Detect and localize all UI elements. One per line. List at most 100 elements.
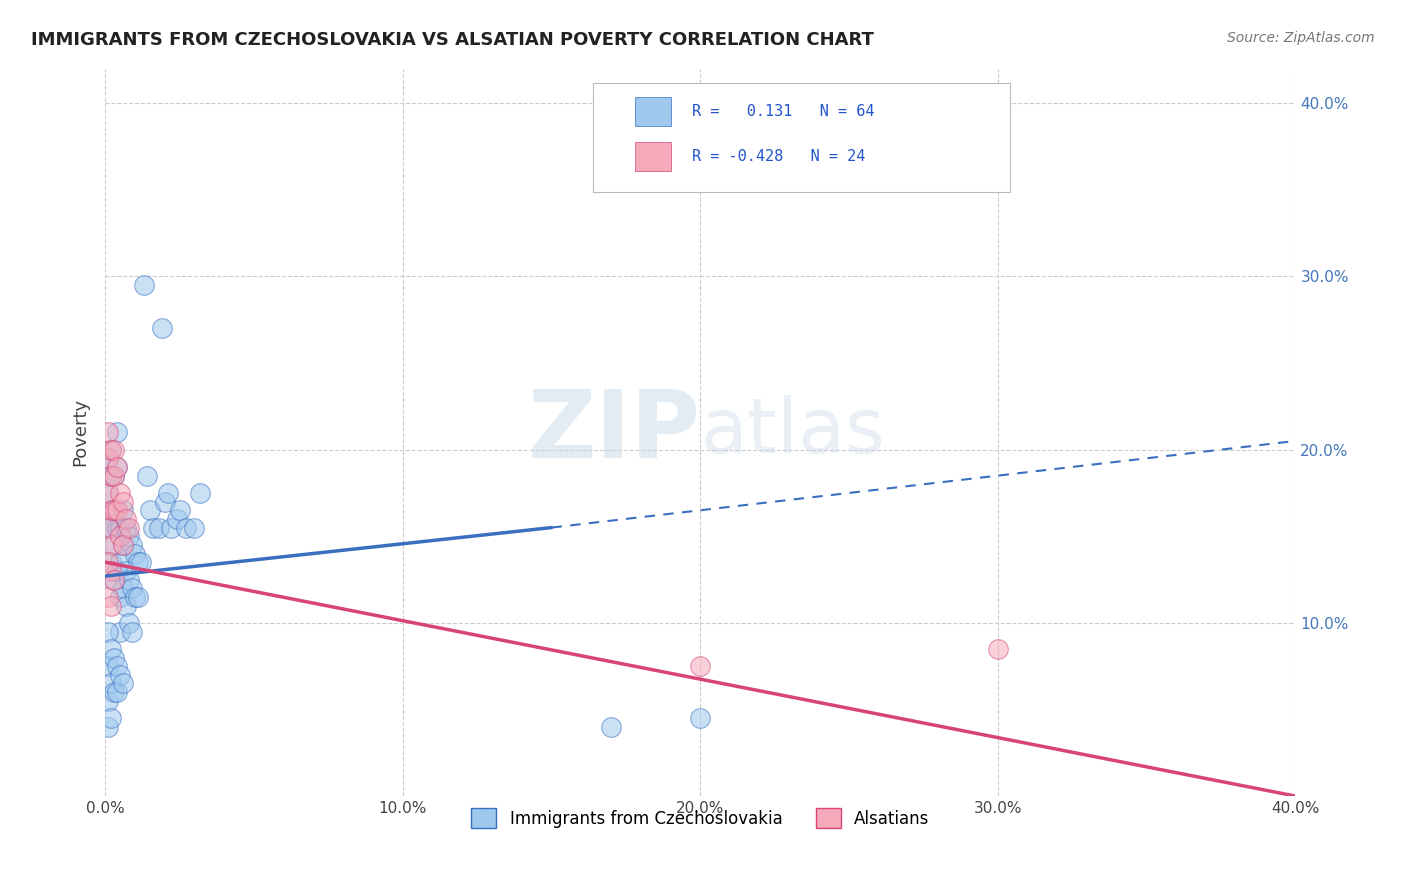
Point bbox=[100, 468, 122, 483]
FancyBboxPatch shape bbox=[593, 83, 1010, 192]
Point bbox=[132, 278, 155, 293]
Point bbox=[124, 547, 146, 561]
Point bbox=[190, 486, 212, 500]
Point bbox=[169, 503, 191, 517]
Point bbox=[97, 624, 120, 639]
Point bbox=[100, 599, 122, 613]
Point bbox=[103, 442, 125, 457]
Point bbox=[97, 486, 120, 500]
Point bbox=[115, 599, 138, 613]
Point bbox=[100, 442, 122, 457]
Point bbox=[105, 459, 128, 474]
Point bbox=[97, 555, 120, 569]
Point bbox=[166, 512, 188, 526]
Point bbox=[112, 581, 135, 595]
Point bbox=[129, 555, 152, 569]
Point bbox=[103, 573, 125, 587]
Point bbox=[105, 564, 128, 578]
Point bbox=[100, 520, 122, 534]
Text: atlas: atlas bbox=[700, 395, 886, 469]
Point bbox=[108, 668, 131, 682]
Point bbox=[108, 555, 131, 569]
Text: R = -0.428   N = 24: R = -0.428 N = 24 bbox=[692, 149, 865, 164]
Point bbox=[112, 538, 135, 552]
Point bbox=[97, 694, 120, 708]
Point bbox=[689, 659, 711, 673]
Point bbox=[103, 573, 125, 587]
Point bbox=[159, 520, 181, 534]
Point bbox=[112, 503, 135, 517]
Point bbox=[156, 486, 179, 500]
Point bbox=[118, 520, 141, 534]
Point bbox=[115, 512, 138, 526]
Point bbox=[121, 624, 143, 639]
Point bbox=[97, 520, 120, 534]
Point bbox=[100, 676, 122, 690]
Point bbox=[105, 459, 128, 474]
Point bbox=[108, 624, 131, 639]
Text: R =   0.131   N = 64: R = 0.131 N = 64 bbox=[692, 104, 875, 120]
Point bbox=[103, 503, 125, 517]
Point bbox=[135, 468, 157, 483]
Point bbox=[103, 503, 125, 517]
Point bbox=[118, 573, 141, 587]
Point bbox=[97, 425, 120, 440]
Point bbox=[153, 494, 176, 508]
Point bbox=[97, 590, 120, 604]
Point bbox=[108, 529, 131, 543]
Point bbox=[105, 659, 128, 673]
Point bbox=[112, 676, 135, 690]
Point bbox=[148, 520, 170, 534]
Point bbox=[121, 581, 143, 595]
Point bbox=[97, 720, 120, 734]
Point bbox=[100, 564, 122, 578]
Text: Source: ZipAtlas.com: Source: ZipAtlas.com bbox=[1227, 31, 1375, 45]
Point bbox=[97, 520, 120, 534]
Point bbox=[105, 503, 128, 517]
Point bbox=[108, 520, 131, 534]
Point bbox=[689, 711, 711, 725]
Point bbox=[118, 529, 141, 543]
Point bbox=[987, 641, 1010, 656]
Point bbox=[124, 590, 146, 604]
Point bbox=[127, 555, 149, 569]
Point bbox=[118, 615, 141, 630]
Point bbox=[103, 650, 125, 665]
Point bbox=[105, 425, 128, 440]
Point bbox=[97, 486, 120, 500]
Point bbox=[103, 685, 125, 699]
Point bbox=[100, 442, 122, 457]
Point bbox=[100, 503, 122, 517]
Point bbox=[103, 538, 125, 552]
Point bbox=[108, 486, 131, 500]
Point bbox=[100, 538, 122, 552]
Y-axis label: Poverty: Poverty bbox=[72, 398, 89, 467]
Point bbox=[183, 520, 205, 534]
Point bbox=[105, 520, 128, 534]
Point bbox=[150, 321, 173, 335]
Text: ZIP: ZIP bbox=[527, 386, 700, 478]
Point bbox=[100, 711, 122, 725]
Point bbox=[108, 590, 131, 604]
Point bbox=[103, 468, 125, 483]
FancyBboxPatch shape bbox=[636, 142, 671, 170]
Point bbox=[100, 555, 122, 569]
Point bbox=[97, 451, 120, 466]
Point bbox=[112, 494, 135, 508]
Point bbox=[127, 590, 149, 604]
Point bbox=[174, 520, 197, 534]
Point bbox=[115, 520, 138, 534]
Point bbox=[115, 564, 138, 578]
Point bbox=[97, 451, 120, 466]
Legend: Immigrants from Czechoslovakia, Alsatians: Immigrants from Czechoslovakia, Alsatian… bbox=[464, 801, 936, 835]
Point bbox=[100, 641, 122, 656]
Point bbox=[121, 538, 143, 552]
Text: IMMIGRANTS FROM CZECHOSLOVAKIA VS ALSATIAN POVERTY CORRELATION CHART: IMMIGRANTS FROM CZECHOSLOVAKIA VS ALSATI… bbox=[31, 31, 873, 49]
Point bbox=[600, 720, 623, 734]
Point bbox=[112, 538, 135, 552]
Point bbox=[139, 503, 162, 517]
Point bbox=[97, 659, 120, 673]
Point bbox=[100, 468, 122, 483]
Point bbox=[142, 520, 165, 534]
Point bbox=[105, 685, 128, 699]
